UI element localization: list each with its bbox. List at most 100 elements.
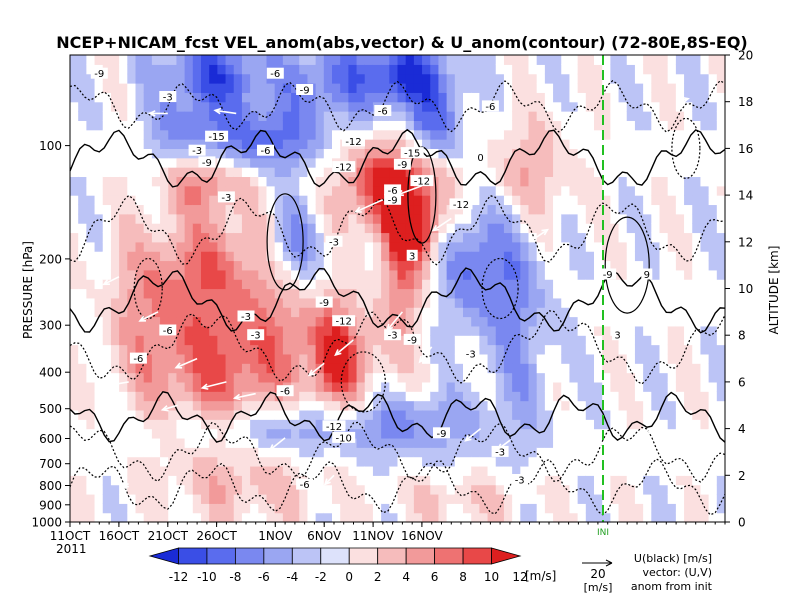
- heatmap-cell: [618, 344, 628, 355]
- heatmap-cell: [716, 344, 726, 355]
- heatmap-cell: [340, 363, 349, 374]
- heatmap-cell: [561, 195, 571, 206]
- heatmap-cell: [315, 288, 325, 299]
- heatmap-cell: [299, 204, 309, 215]
- heatmap-cell: [209, 232, 218, 243]
- heatmap-cell: [397, 381, 407, 392]
- heatmap-cell: [78, 456, 87, 467]
- heatmap-cell: [536, 475, 546, 486]
- heatmap-cell: [241, 325, 251, 336]
- heatmap-cell: [274, 120, 284, 131]
- heatmap-cell: [348, 83, 358, 93]
- heatmap-cell: [135, 148, 145, 159]
- heatmap-cell: [520, 83, 530, 93]
- heatmap-cell: [70, 157, 79, 168]
- heatmap-cell: [675, 92, 685, 103]
- heatmap-cell: [151, 213, 161, 224]
- heatmap-cell: [299, 409, 309, 420]
- heatmap-cell: [201, 447, 210, 458]
- heatmap-cell: [397, 120, 407, 131]
- heatmap-cell: [561, 503, 571, 514]
- heatmap-cell: [397, 223, 407, 234]
- heatmap-cell: [119, 456, 128, 467]
- heatmap-cell: [520, 269, 530, 280]
- heatmap-cell: [250, 213, 259, 224]
- heatmap-cell: [512, 409, 521, 420]
- heatmap-cell: [512, 213, 521, 224]
- heatmap-cell: [389, 92, 399, 103]
- heatmap-cell: [102, 260, 112, 271]
- heatmap-cell: [716, 204, 726, 215]
- heatmap-cell: [487, 484, 497, 495]
- heatmap-cell: [454, 447, 464, 458]
- heatmap-cell: [266, 493, 276, 504]
- heatmap-cell: [487, 409, 497, 420]
- heatmap-cell: [594, 484, 603, 495]
- time-tick-label: 1NOV: [258, 529, 293, 543]
- heatmap-cell: [86, 288, 96, 299]
- heatmap-cell: [241, 363, 251, 374]
- heatmap-cell: [176, 129, 186, 140]
- contour-loop: [481, 257, 519, 320]
- heatmap-cell: [463, 437, 472, 448]
- heatmap-cell: [536, 391, 546, 402]
- heatmap-cell: [127, 185, 137, 196]
- heatmap-cell: [176, 353, 186, 364]
- heatmap-cell: [536, 447, 546, 458]
- heatmap-cell: [438, 260, 448, 271]
- heatmap-cell: [299, 195, 309, 206]
- heatmap-cell: [520, 484, 530, 495]
- heatmap-cell: [364, 176, 374, 187]
- heatmap-cell: [160, 372, 169, 383]
- heatmap-cell: [700, 437, 710, 448]
- heatmap-cell: [315, 260, 325, 271]
- heatmap-cell: [176, 335, 186, 346]
- wind-vector: [234, 392, 256, 399]
- heatmap-cell: [643, 447, 652, 458]
- heatmap-cell: [634, 241, 644, 252]
- heatmap-cell: [471, 111, 480, 121]
- heatmap-cell: [553, 148, 562, 159]
- heatmap-cell: [487, 120, 497, 131]
- heatmap-cell: [667, 363, 677, 374]
- heatmap-cell: [405, 325, 415, 336]
- heatmap-cell: [307, 55, 317, 65]
- heatmap-cell: [553, 204, 562, 215]
- heatmap-cell: [78, 251, 87, 262]
- heatmap-cell: [209, 167, 218, 178]
- heatmap-cell: [348, 111, 358, 121]
- heatmap-cell: [86, 372, 96, 383]
- heatmap-cell: [274, 185, 284, 196]
- heatmap-cell: [332, 409, 341, 420]
- heatmap-cell: [340, 185, 349, 196]
- heatmap-cell: [634, 335, 644, 346]
- heatmap-cell: [209, 204, 218, 215]
- heatmap-cell: [110, 279, 120, 290]
- heatmap-cell: [634, 232, 644, 243]
- heatmap-cell: [610, 307, 620, 318]
- heatmap-cell: [372, 325, 382, 336]
- heatmap-cell: [299, 335, 309, 346]
- heatmap-cell: [577, 353, 587, 364]
- heatmap-cell: [446, 223, 456, 234]
- colorbar-segment: [405, 547, 436, 565]
- heatmap-cell: [454, 381, 464, 392]
- heatmap-cell: [708, 195, 718, 206]
- heatmap-cell: [651, 307, 661, 318]
- heatmap-cell: [70, 307, 79, 318]
- heatmap-cell: [553, 503, 562, 514]
- heatmap-cell: [176, 204, 186, 215]
- heatmap-cell: [577, 419, 587, 430]
- heatmap-cell: [667, 120, 677, 131]
- heatmap-cell: [110, 428, 120, 439]
- heatmap-cell: [86, 391, 96, 402]
- heatmap-cell: [700, 92, 710, 103]
- heatmap-cell: [708, 353, 718, 364]
- heatmap-cell: [168, 120, 178, 131]
- heatmap-cell: [495, 269, 505, 280]
- heatmap-cell: [512, 353, 521, 364]
- heatmap-cell: [561, 316, 571, 327]
- heatmap-cell: [143, 316, 153, 327]
- heatmap-cell: [70, 101, 79, 112]
